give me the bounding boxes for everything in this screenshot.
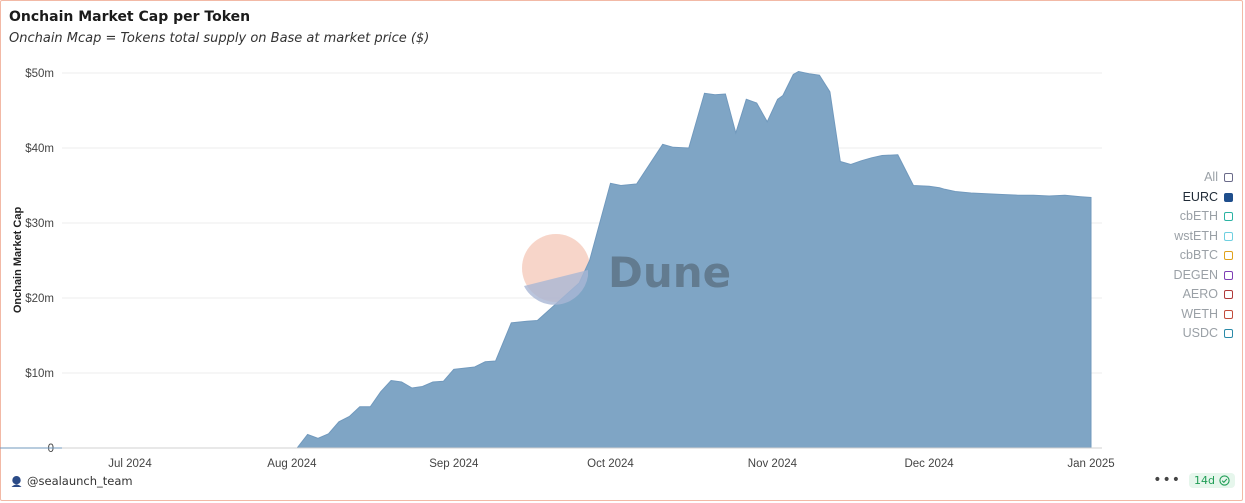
legend-item-label: cbBTC [1179, 248, 1218, 262]
legend-item-cbbtc[interactable]: cbBTC [1174, 246, 1233, 266]
legend-item-degen[interactable]: DEGEN [1174, 266, 1233, 286]
legend-item-weth[interactable]: WETH [1174, 305, 1233, 325]
seal-icon [11, 475, 22, 487]
x-tick-label: Aug 2024 [267, 458, 317, 470]
x-tick-label: Jan 2025 [1067, 458, 1114, 470]
y-tick-label: 0 [48, 443, 54, 455]
dune-logo-half [524, 270, 588, 305]
chart-subtitle: Onchain Mcap = Tokens total supply on Ba… [9, 31, 430, 46]
x-tick-label: Oct 2024 [587, 458, 634, 470]
legend: All EURC cbETH wstETH cbBTC DEGEN AERO WETH USDC [1174, 168, 1233, 344]
legend-swatch [1224, 309, 1233, 319]
legend-item-label: AERO [1182, 287, 1218, 301]
y-tick-label: $50m [25, 68, 54, 80]
legend-swatch [1224, 192, 1233, 202]
legend-item-label: wstETH [1174, 228, 1218, 243]
legend-swatch [1224, 212, 1233, 222]
author-handle: @sealaunch_team [27, 474, 133, 488]
legend-item-eurc[interactable]: EURC [1174, 188, 1233, 208]
legend-swatch [1224, 173, 1233, 183]
legend-item-label: EURC [1182, 189, 1218, 204]
footer-controls: ••• 14d [1153, 472, 1235, 488]
legend-item-label: USDC [1182, 326, 1218, 340]
legend-item-label: cbETH [1179, 209, 1218, 223]
legend-item-label: DEGEN [1173, 267, 1218, 282]
x-tick-label: Sep 2024 [429, 458, 479, 470]
author-attribution[interactable]: @sealaunch_team [10, 474, 133, 488]
dune-watermark-text: Dune [608, 248, 731, 297]
y-tick-label: $10m [25, 368, 54, 380]
legend-swatch [1224, 251, 1233, 261]
legend-item-all[interactable]: All [1174, 168, 1233, 188]
y-tick-label: $40m [25, 143, 54, 155]
legend-swatch [1224, 231, 1233, 241]
legend-item-label: All [1204, 170, 1218, 184]
check-circle-icon [1219, 474, 1230, 486]
legend-item-aero[interactable]: AERO [1174, 285, 1233, 305]
more-options-button[interactable]: ••• [1153, 472, 1182, 488]
refresh-interval-label: 14d [1194, 473, 1215, 487]
x-tick-label: Dec 2024 [904, 458, 954, 470]
refresh-interval-badge[interactable]: 14d [1189, 472, 1235, 488]
chart-title: Onchain Market Cap per Token [9, 9, 251, 25]
y-tick-label: $30m [25, 218, 54, 230]
legend-swatch [1224, 329, 1233, 339]
legend-item-wsteth[interactable]: wstETH [1174, 227, 1233, 247]
y-tick-label: $20m [25, 293, 54, 305]
series-area-eurc [0, 70, 1092, 449]
x-tick-label: Nov 2024 [748, 458, 798, 470]
legend-item-usdc[interactable]: USDC [1174, 324, 1233, 344]
legend-item-cbeth[interactable]: cbETH [1174, 207, 1233, 227]
x-tick-label: Jul 2024 [108, 458, 152, 470]
legend-swatch [1224, 290, 1233, 300]
legend-item-label: WETH [1181, 306, 1218, 321]
legend-swatch [1224, 270, 1233, 280]
y-axis-label: Onchain Market Cap [12, 207, 24, 314]
